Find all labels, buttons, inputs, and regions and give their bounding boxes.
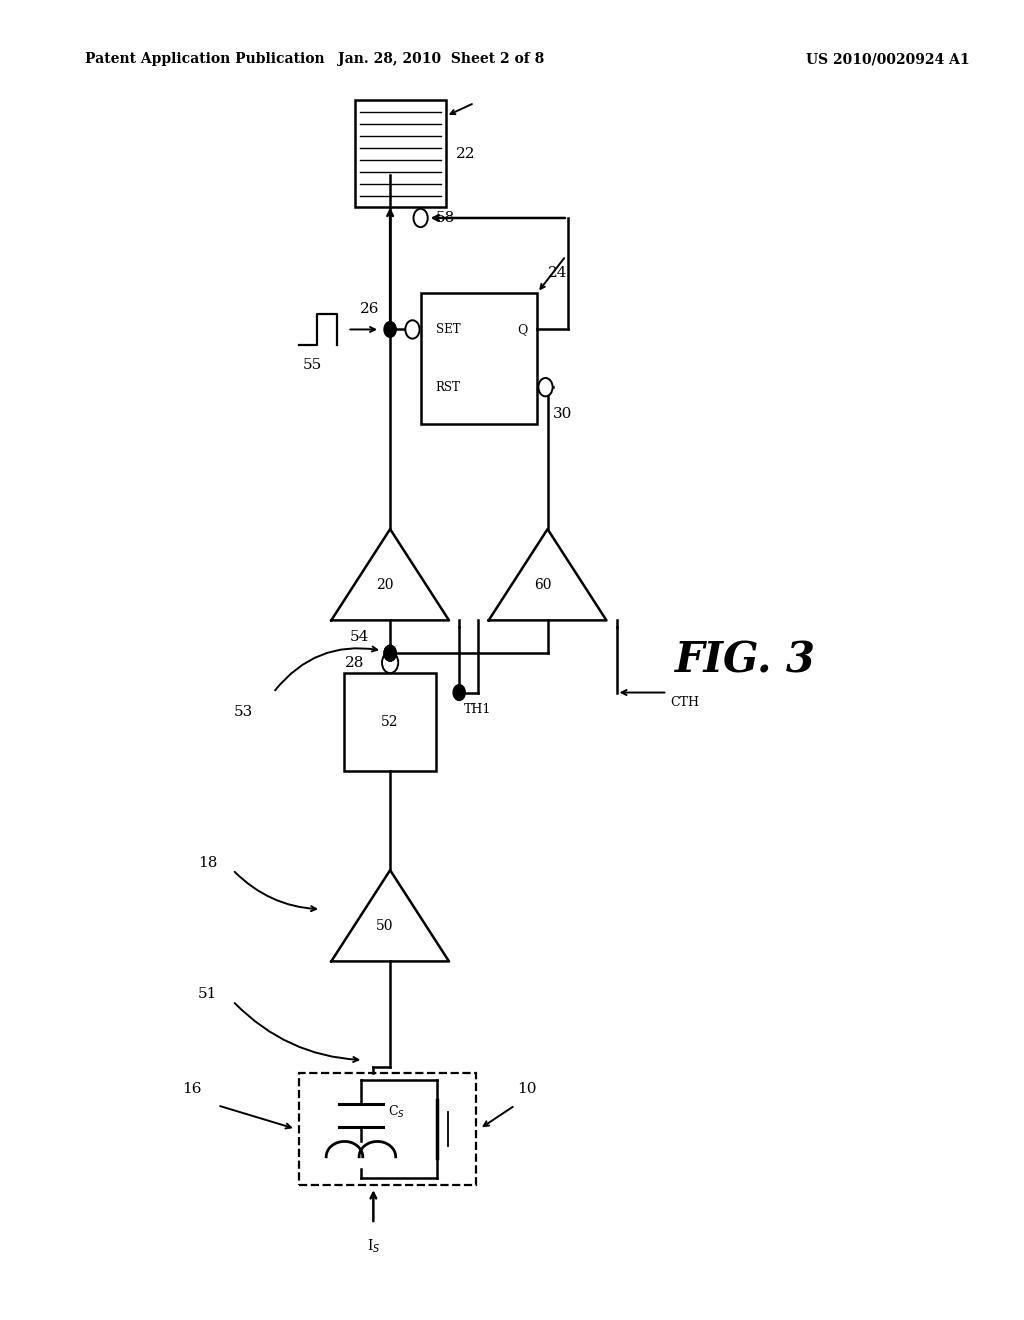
FancyBboxPatch shape	[299, 1073, 476, 1184]
Text: TH1: TH1	[464, 704, 492, 715]
Circle shape	[384, 322, 396, 338]
Text: Q: Q	[517, 323, 527, 337]
Text: Jan. 28, 2010  Sheet 2 of 8: Jan. 28, 2010 Sheet 2 of 8	[338, 53, 544, 66]
Circle shape	[384, 645, 396, 661]
Text: SET: SET	[436, 323, 461, 337]
Text: FIG. 3: FIG. 3	[675, 639, 816, 681]
Text: 30: 30	[553, 407, 572, 421]
Text: 20: 20	[376, 578, 394, 593]
Circle shape	[453, 685, 465, 701]
Text: 54: 54	[350, 630, 370, 644]
Text: 52: 52	[381, 715, 399, 730]
Text: 60: 60	[534, 578, 551, 593]
Circle shape	[382, 652, 398, 673]
Circle shape	[414, 209, 428, 227]
Text: 16: 16	[182, 1082, 202, 1096]
Text: Patent Application Publication: Patent Application Publication	[85, 53, 325, 66]
Text: I$_S$: I$_S$	[367, 1237, 380, 1254]
Text: 26: 26	[360, 302, 380, 317]
Text: CTH: CTH	[671, 697, 699, 709]
Text: C$_S$: C$_S$	[388, 1104, 406, 1119]
Text: 58: 58	[436, 211, 455, 224]
Text: 22: 22	[456, 147, 475, 161]
Text: 53: 53	[233, 705, 253, 719]
FancyBboxPatch shape	[421, 293, 538, 424]
Circle shape	[406, 321, 420, 339]
Text: 10: 10	[517, 1082, 537, 1096]
Text: 50: 50	[376, 919, 394, 933]
Text: US 2010/0020924 A1: US 2010/0020924 A1	[806, 53, 970, 66]
FancyBboxPatch shape	[354, 100, 446, 207]
Text: 51: 51	[198, 987, 217, 1002]
FancyBboxPatch shape	[344, 673, 436, 771]
Text: 18: 18	[198, 857, 217, 870]
Text: 55: 55	[302, 358, 322, 372]
Circle shape	[539, 378, 553, 396]
Text: RST: RST	[436, 380, 461, 393]
Circle shape	[384, 645, 396, 661]
Text: 24: 24	[548, 265, 567, 280]
Text: 28: 28	[345, 656, 365, 669]
